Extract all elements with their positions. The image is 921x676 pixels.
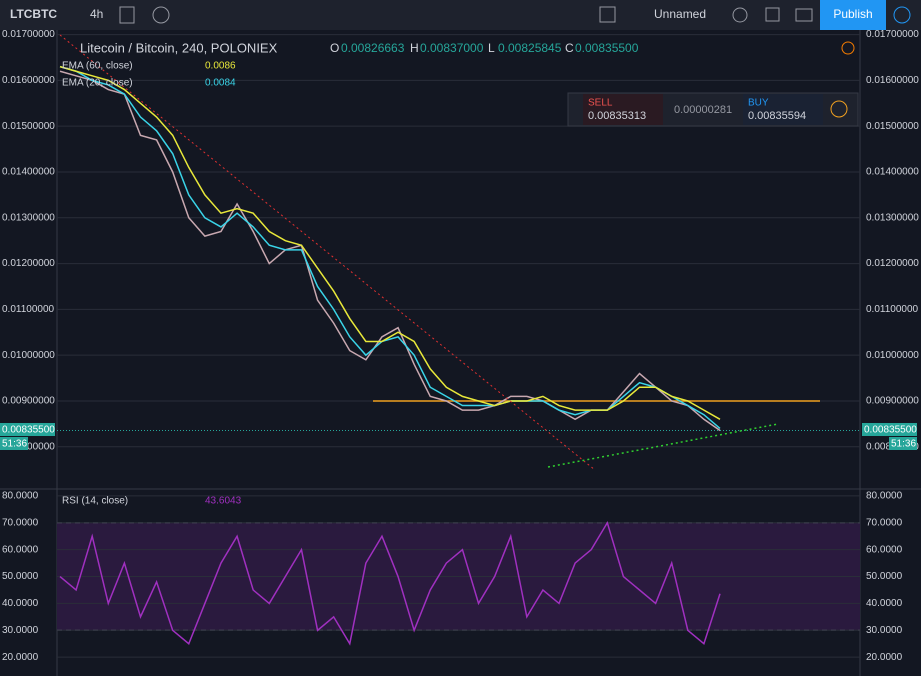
y-tick-label: 30.0000: [2, 625, 39, 636]
ema60-label: EMA (60, close): [62, 61, 133, 72]
y-tick-label: 0.00800000: [2, 441, 55, 452]
buy-label[interactable]: BUY: [748, 98, 769, 109]
ema60-value: 0.0086: [205, 61, 236, 72]
sell-label[interactable]: SELL: [588, 98, 613, 109]
y-tick-label: 20.0000: [866, 652, 903, 663]
ema20-value: 0.0084: [205, 78, 236, 89]
rsi-value: 43.6043: [205, 496, 242, 507]
sell-price[interactable]: 0.00835313: [588, 110, 646, 122]
buy-button[interactable]: [743, 94, 823, 125]
close-label: C: [565, 41, 574, 55]
y-tick-label: 0.01700000: [866, 29, 919, 40]
y-tick-label: 40.0000: [2, 598, 39, 609]
legend-title: Litecoin / Bitcoin, 240, POLONIEX: [80, 40, 278, 55]
y-tick-label: 0.01000000: [866, 350, 919, 361]
y-tick-label: 0.01400000: [2, 167, 55, 178]
y-tick-label: 70.0000: [866, 517, 903, 528]
y-tick-label: 0.01700000: [2, 29, 55, 40]
y-tick-label: 60.0000: [866, 544, 903, 555]
y-tick-label: 0.01300000: [2, 212, 55, 223]
interval[interactable]: 4h: [90, 7, 103, 21]
select-icon[interactable]: [599, 6, 616, 23]
buy-price[interactable]: 0.00835594: [748, 110, 806, 122]
price-tag-left: [0, 423, 55, 436]
symbol[interactable]: LTCBTC: [10, 7, 57, 21]
open-label: O: [330, 41, 339, 55]
low-label: L: [488, 41, 495, 55]
snapshot-icon[interactable]: [795, 8, 813, 22]
y-tick-label: 20.0000: [2, 652, 39, 663]
countdown-tag-right: [889, 437, 917, 450]
fullscreen-icon[interactable]: [765, 7, 780, 22]
spread: 0.00000281: [674, 104, 732, 116]
y-tick-label: 40.0000: [866, 598, 903, 609]
y-tick-label: 70.0000: [2, 517, 39, 528]
trend-line[interactable]: [59, 34, 596, 471]
countdown-text: 51:36: [2, 439, 27, 450]
y-tick-label: 0.01600000: [2, 75, 55, 86]
publish-button[interactable]: [820, 0, 886, 30]
y-tick-label: 0.01100000: [2, 304, 55, 315]
publish-label[interactable]: Publish: [833, 7, 872, 21]
y-tick-label: 0.00900000: [2, 396, 55, 407]
series-line: [59, 520, 721, 646]
y-tick-label: 0.01500000: [866, 121, 919, 132]
series-line: [59, 65, 721, 420]
play-icon[interactable]: [893, 6, 911, 24]
y-tick-label: 80.0000: [866, 491, 903, 502]
y-tick-label: 80.0000: [2, 491, 39, 502]
high-value: 0.00837000: [420, 41, 484, 55]
price-tag-right: [862, 423, 917, 436]
y-tick-label: 50.0000: [2, 571, 39, 582]
y-tick-label: 0.01100000: [866, 304, 919, 315]
sell-button[interactable]: [583, 94, 663, 125]
y-tick-label: 0.01000000: [2, 350, 55, 361]
y-tick-label: 30.0000: [866, 625, 903, 636]
trend-line[interactable]: [547, 423, 779, 468]
y-tick-label: 0.01200000: [2, 258, 55, 269]
y-tick-label: 0.01500000: [2, 121, 55, 132]
y-tick-label: 0.01600000: [866, 75, 919, 86]
open-value: 0.00826663: [341, 41, 405, 55]
y-tick-label: 0.01200000: [866, 258, 919, 269]
y-tick-label: 50.0000: [866, 571, 903, 582]
close-value: 0.00835500: [575, 41, 639, 55]
price-tag-text: 0.00835500: [864, 425, 917, 436]
rsi-label: RSI (14, close): [62, 496, 128, 507]
settings-icon[interactable]: [732, 7, 748, 23]
y-tick-label: 0.00900000: [866, 396, 919, 407]
ema20-label: EMA (20, close): [62, 78, 133, 89]
y-tick-label: 0.01300000: [866, 212, 919, 223]
chart-type-icon[interactable]: [119, 6, 135, 24]
plot: 0.01700000 0.01700000 0.01600000 0.01600000…: [2, 29, 919, 663]
low-value: 0.00825845: [498, 41, 562, 55]
y-tick-label: 60.0000: [2, 544, 39, 555]
price-tag-text: 0.00835500: [2, 425, 55, 436]
countdown-tag-left: [0, 437, 28, 450]
info-icon[interactable]: [830, 100, 848, 118]
y-tick-label: 0.01400000: [866, 167, 919, 178]
layout-name[interactable]: Unnamed: [654, 7, 706, 21]
alert-icon[interactable]: [841, 41, 855, 55]
indicators-icon[interactable]: [152, 6, 170, 24]
toolbar: [0, 0, 921, 30]
high-label: H: [410, 41, 419, 55]
countdown-text: 51:36: [891, 439, 916, 450]
